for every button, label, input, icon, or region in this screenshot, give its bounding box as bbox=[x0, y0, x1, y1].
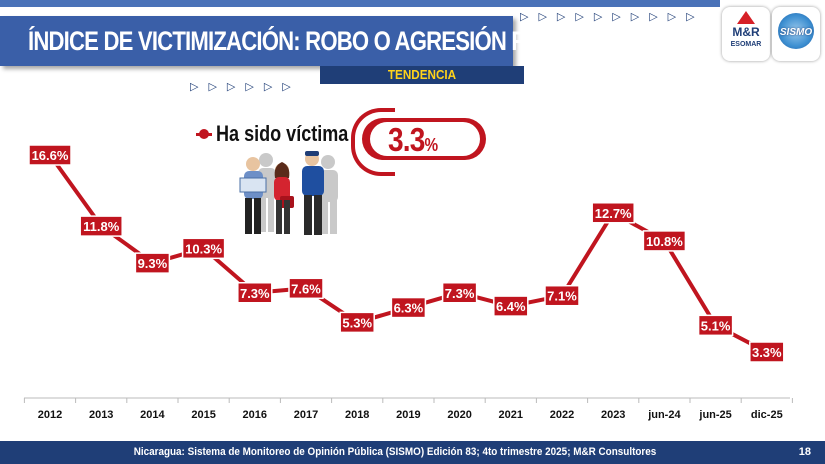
data-label: 6.3% bbox=[390, 296, 427, 319]
highlight-unit: % bbox=[424, 135, 438, 155]
x-tick-label: 2020 bbox=[447, 409, 471, 421]
x-tick-label: 2015 bbox=[191, 409, 215, 421]
data-label-box bbox=[591, 202, 635, 224]
data-label-box bbox=[390, 296, 427, 319]
data-label-box bbox=[181, 237, 226, 260]
data-label: 7.6% bbox=[288, 277, 324, 300]
data-label-text: 10.8% bbox=[646, 234, 683, 249]
x-tick-label: dic-25 bbox=[751, 409, 783, 421]
data-label-text: 7.3% bbox=[240, 286, 270, 301]
data-label: 7.1% bbox=[544, 284, 580, 307]
data-label: 16.6% bbox=[28, 144, 72, 166]
chart-legend: Ha sido víctima bbox=[196, 121, 377, 147]
arrow-decoration-top: ▷▷▷▷▷▷▷▷▷▷ bbox=[520, 11, 705, 23]
data-label-box bbox=[339, 311, 375, 334]
source-note: Nicaragua: Sistema de Monitoreo de Opini… bbox=[133, 446, 657, 458]
data-label-text: 6.3% bbox=[394, 301, 424, 316]
data-label-text: 11.8% bbox=[83, 219, 120, 234]
data-label-text: 16.6% bbox=[32, 148, 69, 163]
x-tick-label: 2018 bbox=[345, 409, 369, 421]
x-tick-label: 2019 bbox=[396, 409, 420, 421]
data-label-box bbox=[134, 252, 171, 274]
data-label-box bbox=[642, 230, 687, 252]
data-label-box bbox=[493, 295, 529, 317]
data-label: 12.7% bbox=[591, 202, 635, 224]
highlight-bracket bbox=[351, 108, 395, 176]
title-banner: ÍNDICE DE VICTIMIZACIÓN: ROBO O AGRESIÓN… bbox=[0, 16, 580, 66]
data-label-box bbox=[697, 314, 734, 337]
data-label-box bbox=[441, 282, 478, 304]
top-band bbox=[0, 0, 720, 7]
highlight-value: 3.3% bbox=[388, 121, 438, 158]
x-tick-label: 2023 bbox=[601, 409, 625, 421]
x-tick-label: 2012 bbox=[38, 409, 62, 421]
x-tick-label: jun-24 bbox=[647, 409, 681, 421]
sismo-logo: SISMO bbox=[772, 7, 820, 61]
data-label-box bbox=[749, 341, 785, 363]
page-number: 18 bbox=[798, 446, 811, 458]
page-title: ÍNDICE DE VICTIMIZACIÓN: ROBO O AGRESIÓN… bbox=[28, 26, 580, 56]
mr-logo-mark-icon bbox=[737, 11, 755, 24]
sismo-globe-icon bbox=[778, 13, 814, 49]
data-label-box bbox=[288, 277, 324, 300]
x-tick-label: 2017 bbox=[294, 409, 318, 421]
page-subtitle: TENDENCIA bbox=[387, 67, 457, 82]
data-label-text: 7.3% bbox=[445, 286, 475, 301]
data-label: 7.3% bbox=[237, 282, 273, 304]
data-label-box bbox=[544, 284, 580, 307]
data-label-text: 3.3% bbox=[752, 345, 782, 360]
data-label: 5.1% bbox=[697, 314, 734, 337]
data-label-text: 12.7% bbox=[595, 206, 632, 221]
legend-label: Ha sido víctima bbox=[216, 121, 349, 146]
arrow-decoration-mid: ▷▷▷▷▷▷ bbox=[190, 81, 301, 93]
data-label-text: 5.3% bbox=[342, 315, 372, 330]
highlight-value-pill: 3.3% bbox=[362, 118, 486, 160]
data-label: 6.4% bbox=[493, 295, 529, 317]
data-label: 9.3% bbox=[134, 252, 171, 274]
x-tick-label: jun-25 bbox=[698, 409, 731, 421]
legend-marker-icon bbox=[196, 128, 212, 139]
sismo-logo-text: SISMO bbox=[779, 27, 813, 38]
data-label-text: 6.4% bbox=[496, 299, 526, 314]
data-label-box bbox=[79, 215, 123, 237]
x-tick-label: 2016 bbox=[243, 409, 267, 421]
subtitle-banner: TENDENCIA bbox=[320, 66, 524, 84]
mr-consultores-logo: M&R ESOMAR bbox=[722, 7, 770, 61]
data-label-text: 7.6% bbox=[291, 281, 321, 296]
data-label: 10.8% bbox=[642, 230, 687, 252]
x-tick-label: 2013 bbox=[89, 409, 113, 421]
data-label-text: 9.3% bbox=[138, 256, 168, 271]
victimization-line-chart: 16.6% 11.8% 9.3% 10.3% 7.3% 7.6% 5.3% 6.3% 7.3% 6… bbox=[23, 144, 793, 421]
esomar-logo-text: ESOMAR bbox=[730, 41, 762, 48]
data-label-text: 7.1% bbox=[547, 289, 577, 304]
mr-logo-text: M&R bbox=[732, 25, 760, 39]
data-label-text: 5.1% bbox=[701, 318, 731, 333]
data-label: 5.3% bbox=[339, 311, 375, 334]
data-label-text: 10.3% bbox=[185, 241, 222, 256]
footer-bar: Nicaragua: Sistema de Monitoreo de Opini… bbox=[0, 441, 825, 464]
victims-illustration-icon bbox=[239, 151, 338, 235]
data-label-box bbox=[237, 282, 273, 304]
x-tick-label: 2021 bbox=[499, 409, 523, 421]
data-label: 11.8% bbox=[79, 215, 123, 237]
x-tick-label: 2022 bbox=[550, 409, 574, 421]
data-label: 10.3% bbox=[181, 237, 226, 260]
data-label: 7.3% bbox=[441, 282, 478, 304]
data-label-box bbox=[28, 144, 72, 166]
data-label: 3.3% bbox=[749, 341, 785, 363]
x-tick-label: 2014 bbox=[140, 409, 165, 421]
